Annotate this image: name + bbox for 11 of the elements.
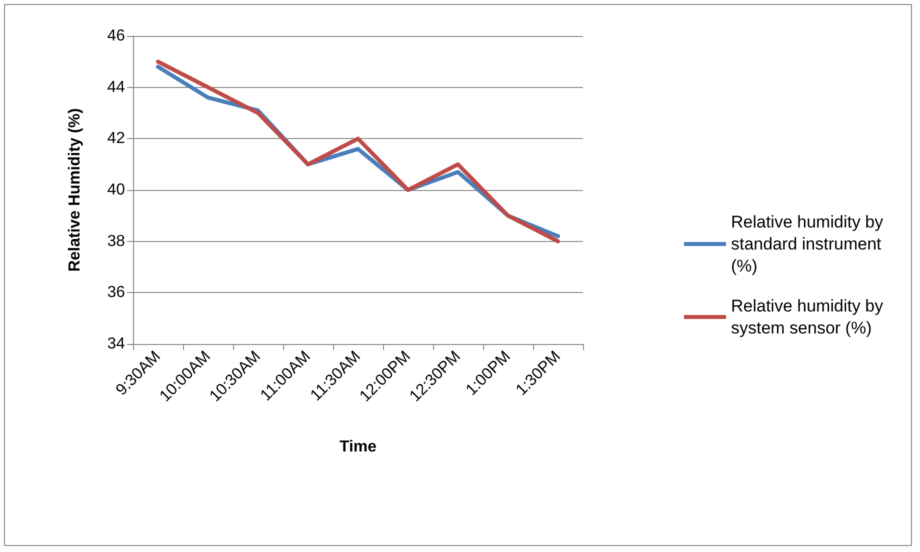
y-axis-title: Relative Humidity (%) xyxy=(66,108,84,272)
legend-label: Relative humidity by standard instrument (%) xyxy=(731,212,888,276)
x-axis-title: Time xyxy=(339,438,377,456)
y-tick-label: 42 xyxy=(107,130,126,148)
legend-label: Relative humidity by system sensor (%) xyxy=(731,296,888,338)
y-tick-label: 46 xyxy=(107,28,126,44)
y-tick-label: 36 xyxy=(107,284,126,302)
y-tick-label: 44 xyxy=(107,78,126,96)
y-tick-label: 34 xyxy=(107,336,126,352)
y-tick-label: 40 xyxy=(107,182,126,198)
y-tick-label: 38 xyxy=(107,232,126,250)
